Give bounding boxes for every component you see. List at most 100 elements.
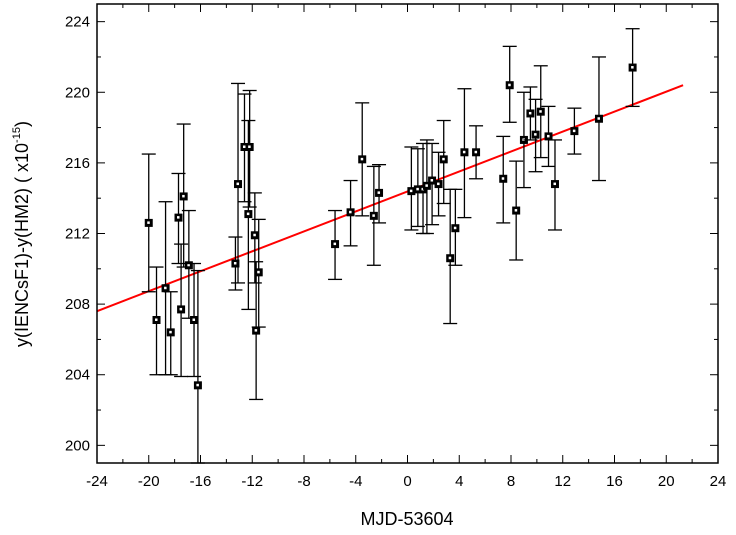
point-marker-highlight [528,111,532,115]
point-marker-highlight [437,182,440,186]
data-point-8 [187,262,202,378]
y-axis-title-exponent: -15 [11,127,23,143]
data-point-23 [404,146,419,231]
point-marker-highlight [425,184,428,187]
y-tick-label: 220 [65,84,90,101]
data-point-43 [567,107,582,155]
data-point-35 [502,45,517,123]
data-point-26 [419,139,434,235]
point-marker-highlight [421,187,425,191]
point-marker-highlight [430,179,434,182]
point-marker-highlight [196,383,199,387]
data-point-20 [355,102,370,217]
data-point-18 [328,209,343,281]
point-marker-highlight [572,129,576,133]
point-marker-highlight [508,83,511,87]
chart-marks [96,28,684,464]
point-marker-highlight [372,214,375,217]
x-axis-title: MJD-53604 [360,509,453,529]
point-marker-highlight [462,150,466,154]
data-point-36 [509,160,524,261]
point-marker-highlight [547,134,550,138]
point-marker-highlight [631,66,634,69]
data-point-45 [625,28,640,108]
plot-frame [96,3,719,464]
axis-ticks: -24 -20 -16 -12 -8 -4 0 4 8 12 16 20 24 200 204 208 212 2… [65,4,726,490]
point-marker-highlight [377,191,381,194]
x-tick-label: 12 [554,473,571,490]
x-tick-label: 0 [403,473,411,490]
point-marker-highlight [514,209,518,212]
point-marker-highlight [442,157,445,161]
y-tick-label: 224 [65,14,90,31]
point-marker-highlight [597,117,600,120]
point-marker-highlight [164,286,167,290]
data-point-3 [163,291,178,376]
x-tick-label: 4 [455,473,463,490]
x-tick-label: 16 [606,473,623,490]
data-point-21 [366,165,381,266]
point-marker-highlight [360,157,364,161]
data-point-39 [528,98,543,173]
data-point-33 [469,125,484,180]
data-point-10 [228,236,243,291]
point-marker-highlight [179,307,183,311]
x-tick-label: -8 [297,473,310,490]
data-point-31 [448,188,463,266]
x-tick-label: -16 [190,473,212,490]
x-tick-label: 8 [507,473,515,490]
y-axis-title: y(IENCsF1)-y(HM2) ( x10-15) [11,121,32,347]
point-marker-highlight [501,177,505,180]
x-tick-label: -24 [86,473,108,490]
data-point-17 [251,218,266,328]
point-marker-highlight [553,182,556,186]
data-point-34 [496,135,511,224]
point-marker-highlight [448,256,452,260]
data-point-41 [541,105,556,168]
point-marker-highlight [147,221,150,224]
x-tick-label: 24 [710,473,727,490]
point-marker-highlight [254,329,258,332]
point-marker-highlight [257,270,260,274]
y-tick-label: 216 [65,155,90,172]
point-marker-highlight [155,318,158,322]
point-marker-highlight [333,242,337,246]
point-marker-highlight [236,182,240,186]
y-tick-label: 208 [65,296,90,313]
data-point-32 [457,88,472,219]
data-point-40 [533,65,548,159]
x-tick-label: -12 [241,473,263,490]
data-point-11 [231,82,246,284]
data-point-22 [372,163,387,224]
point-marker-highlight [248,145,251,148]
point-marker-highlight [453,226,457,230]
point-marker-highlight [192,318,196,322]
y-tick-label: 200 [65,437,90,454]
y-axis-title-main: y(IENCsF1)-y(HM2) ( x10 [12,143,32,347]
point-marker-highlight [182,194,185,198]
point-marker-highlight [253,233,256,237]
y-tick-label: 204 [65,367,90,384]
point-marker-highlight [233,262,237,265]
x-tick-label: -20 [138,473,160,490]
x-tick-label: 20 [658,473,675,490]
x-tick-label: -4 [349,473,362,490]
data-point-1 [149,266,164,376]
y-tick-label: 212 [65,226,90,243]
point-marker-highlight [349,210,352,214]
data-point-5 [174,243,189,378]
point-marker-highlight [169,330,172,334]
point-marker-highlight [409,189,413,193]
y-axis-title-close: ) [12,121,32,127]
data-point-7 [181,209,196,319]
point-marker-highlight [534,133,537,136]
point-marker-highlight [474,150,478,154]
data-point-19 [343,179,358,247]
data-point-42 [547,139,562,231]
point-marker-highlight [416,187,419,191]
data-point-0 [141,153,156,293]
data-point-13 [241,119,256,311]
point-marker-highlight [187,263,190,267]
data-point-9 [190,269,205,464]
